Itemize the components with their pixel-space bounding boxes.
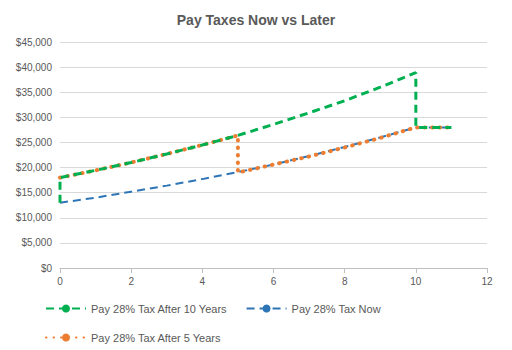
svg-text:6: 6 bbox=[271, 276, 277, 287]
svg-text:$0: $0 bbox=[41, 263, 53, 274]
svg-text:$45,000: $45,000 bbox=[16, 37, 53, 48]
svg-text:10: 10 bbox=[410, 276, 422, 287]
svg-text:$10,000: $10,000 bbox=[16, 212, 53, 223]
svg-text:4: 4 bbox=[200, 276, 206, 287]
svg-text:$5,000: $5,000 bbox=[21, 237, 52, 248]
svg-text:0: 0 bbox=[57, 276, 63, 287]
svg-text:Pay 28% Tax After 5 Years: Pay 28% Tax After 5 Years bbox=[91, 332, 221, 344]
svg-text:8: 8 bbox=[342, 276, 348, 287]
svg-text:$30,000: $30,000 bbox=[16, 112, 53, 123]
svg-text:$35,000: $35,000 bbox=[16, 87, 53, 98]
svg-text:$15,000: $15,000 bbox=[16, 187, 53, 198]
svg-text:Pay 28% Tax After 10 Years: Pay 28% Tax After 10 Years bbox=[91, 303, 227, 315]
svg-text:$20,000: $20,000 bbox=[16, 162, 53, 173]
svg-text:Pay 28% Tax Now: Pay 28% Tax Now bbox=[292, 303, 381, 315]
svg-text:12: 12 bbox=[481, 276, 493, 287]
svg-text:$25,000: $25,000 bbox=[16, 137, 53, 148]
svg-text:$40,000: $40,000 bbox=[16, 62, 53, 73]
svg-text:2: 2 bbox=[128, 276, 134, 287]
svg-text:Pay Taxes Now vs Later: Pay Taxes Now vs Later bbox=[177, 12, 336, 28]
